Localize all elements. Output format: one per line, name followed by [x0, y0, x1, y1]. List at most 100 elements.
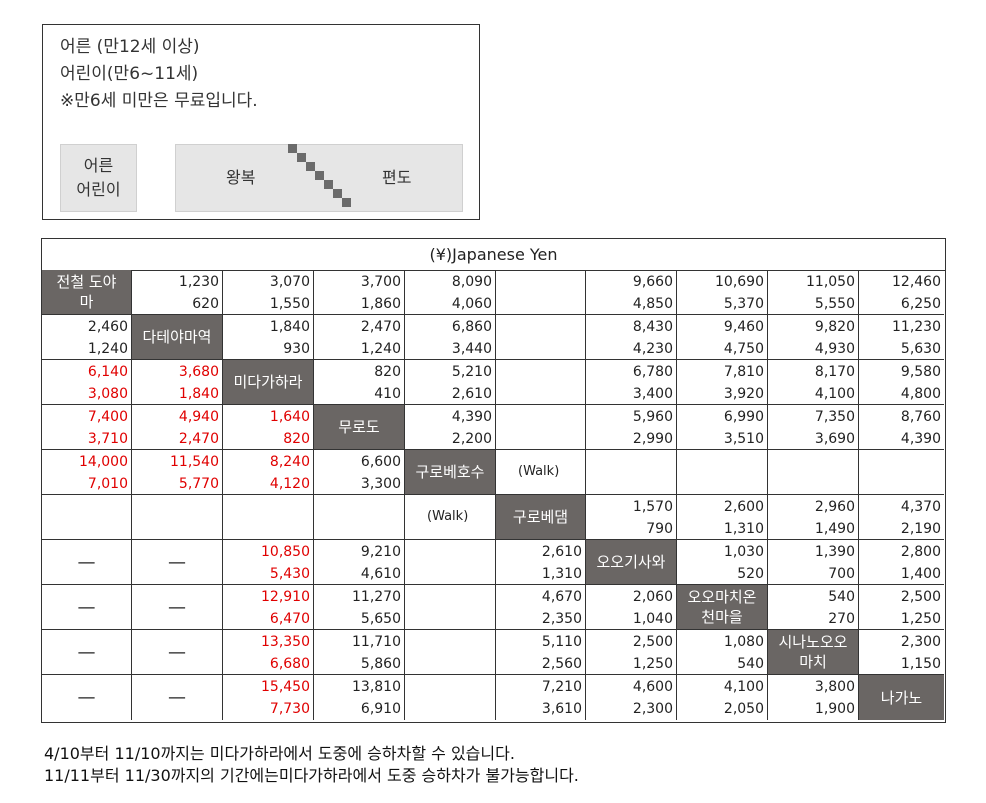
fare-cell: 2,470 1,240: [314, 315, 405, 360]
child-fare: 1,040: [632, 611, 673, 627]
adult-fare: 9,580: [900, 364, 941, 380]
child-fare: 1,240: [87, 341, 128, 357]
fare-cell: 11,710 5,860: [314, 630, 405, 675]
legend-round-trip-label: 왕복: [226, 168, 256, 187]
station-name: 다테야마역: [142, 328, 212, 346]
station-cell: 구로베호수: [405, 450, 496, 495]
empty-cell: [496, 270, 586, 315]
walk-label: (Walk): [518, 464, 560, 479]
station-name: 오오마치온: [687, 588, 757, 606]
child-fare: 790: [646, 521, 673, 537]
fare-cell: 9,580 4,800: [859, 360, 944, 405]
adult-fare: 4,670: [541, 589, 582, 605]
station-name: 천마을: [701, 608, 743, 626]
child-fare: 1,310: [723, 521, 764, 537]
station-cell: 전철 도야 마: [42, 270, 132, 315]
child-fare: 5,430: [269, 566, 310, 582]
station-name: 미다가하라: [233, 373, 303, 391]
not-applicable-cell: —: [132, 675, 223, 720]
adult-fare: 1,080: [723, 634, 764, 650]
fare-cell: 7,210 3,610: [496, 675, 586, 720]
legend-age-cell: 어른 어린이: [60, 144, 137, 212]
child-fare: 2,990: [632, 431, 673, 447]
child-fare: 5,860: [360, 656, 401, 672]
adult-fare: 10,690: [715, 274, 764, 290]
fare-cell: 540 270: [768, 585, 859, 630]
legend-one-way-label: 편도: [382, 168, 412, 187]
fare-cell: 9,660 4,850: [586, 270, 677, 315]
fare-cell: 1,640 820: [223, 405, 314, 450]
adult-fare: 7,350: [814, 409, 855, 425]
child-fare: 4,060: [451, 296, 492, 312]
station-cell: 시나노오오 마치: [768, 630, 859, 675]
fare-cell: 11,230 5,630: [859, 315, 944, 360]
dash-mark: —: [77, 596, 96, 618]
fare-cell: 3,680 1,840: [132, 360, 223, 405]
child-fare: 1,860: [360, 296, 401, 312]
fare-cell: 7,400 3,710: [42, 405, 132, 450]
fare-cell: 13,350 6,680: [223, 630, 314, 675]
adult-fare: 11,540: [170, 454, 219, 470]
fare-cell: 820 410: [314, 360, 405, 405]
child-fare: 540: [737, 656, 764, 672]
empty-cell: [405, 540, 496, 585]
adult-fare: 14,000: [79, 454, 128, 470]
station-cell: 무로도: [314, 405, 405, 450]
child-fare: 3,610: [541, 701, 582, 717]
fare-cell: 3,800 1,900: [768, 675, 859, 720]
legend-adult-age: 어른 (만12세 이상): [60, 37, 200, 57]
dash-mark: —: [77, 687, 96, 708]
legend-fare-cell: 왕복 편도: [175, 144, 463, 212]
child-fare: 270: [828, 611, 855, 627]
fare-cell: 1,840 930: [223, 315, 314, 360]
station-name: 전철 도야: [56, 273, 117, 291]
empty-cell: [677, 450, 768, 495]
child-fare: 6,910: [360, 701, 401, 717]
legend-adult-label: 어른: [83, 156, 114, 175]
fare-cell: 6,600 3,300: [314, 450, 405, 495]
adult-fare: 8,090: [451, 274, 492, 290]
child-fare: 3,710: [87, 431, 128, 447]
child-fare: 5,370: [723, 296, 764, 312]
child-fare: 4,120: [269, 476, 310, 492]
fare-cell: 4,670 2,350: [496, 585, 586, 630]
fare-cell: 12,460 6,250: [859, 270, 944, 315]
child-fare: 3,690: [814, 431, 855, 447]
child-fare: 1,400: [900, 566, 941, 582]
empty-cell: [132, 495, 223, 540]
child-fare: 4,100: [814, 386, 855, 402]
adult-fare: 9,210: [360, 544, 401, 560]
empty-cell: [859, 450, 944, 495]
child-fare: 5,650: [360, 611, 401, 627]
adult-fare: 540: [828, 589, 855, 605]
adult-fare: 11,270: [352, 589, 401, 605]
child-fare: 2,470: [178, 431, 219, 447]
note-stopover-not-allowed: 11/11부터 11/30까지의 기간에는미다가하라에서 도중 승하차가 불가능…: [44, 766, 579, 785]
child-fare: 5,630: [900, 341, 941, 357]
fare-cell: 11,540 5,770: [132, 450, 223, 495]
child-fare: 2,350: [541, 611, 582, 627]
empty-cell: [496, 360, 586, 405]
station-name: 구로베댐: [512, 508, 569, 526]
adult-fare: 13,350: [261, 634, 310, 650]
fare-cell: 2,500 1,250: [586, 630, 677, 675]
dash-mark: —: [168, 596, 186, 618]
child-fare: 3,300: [360, 476, 401, 492]
fare-cell: 3,700 1,860: [314, 270, 405, 315]
adult-fare: 2,470: [360, 319, 401, 335]
adult-fare: 820: [374, 364, 401, 380]
child-fare: 4,230: [632, 341, 673, 357]
fare-cell: 2,600 1,310: [677, 495, 768, 540]
child-fare: 6,680: [269, 656, 310, 672]
adult-fare: 15,450: [261, 679, 310, 695]
adult-fare: 3,070: [269, 274, 310, 290]
empty-cell: [223, 495, 314, 540]
fare-cell: 1,030 520: [677, 540, 768, 585]
adult-fare: 2,500: [632, 634, 673, 650]
adult-fare: 1,840: [269, 319, 310, 335]
adult-fare: 8,170: [814, 364, 855, 380]
fare-cell: 4,370 2,190: [859, 495, 944, 540]
child-fare: 2,200: [451, 431, 492, 447]
station-cell: 오오기사와: [586, 540, 677, 585]
empty-cell: [496, 405, 586, 450]
